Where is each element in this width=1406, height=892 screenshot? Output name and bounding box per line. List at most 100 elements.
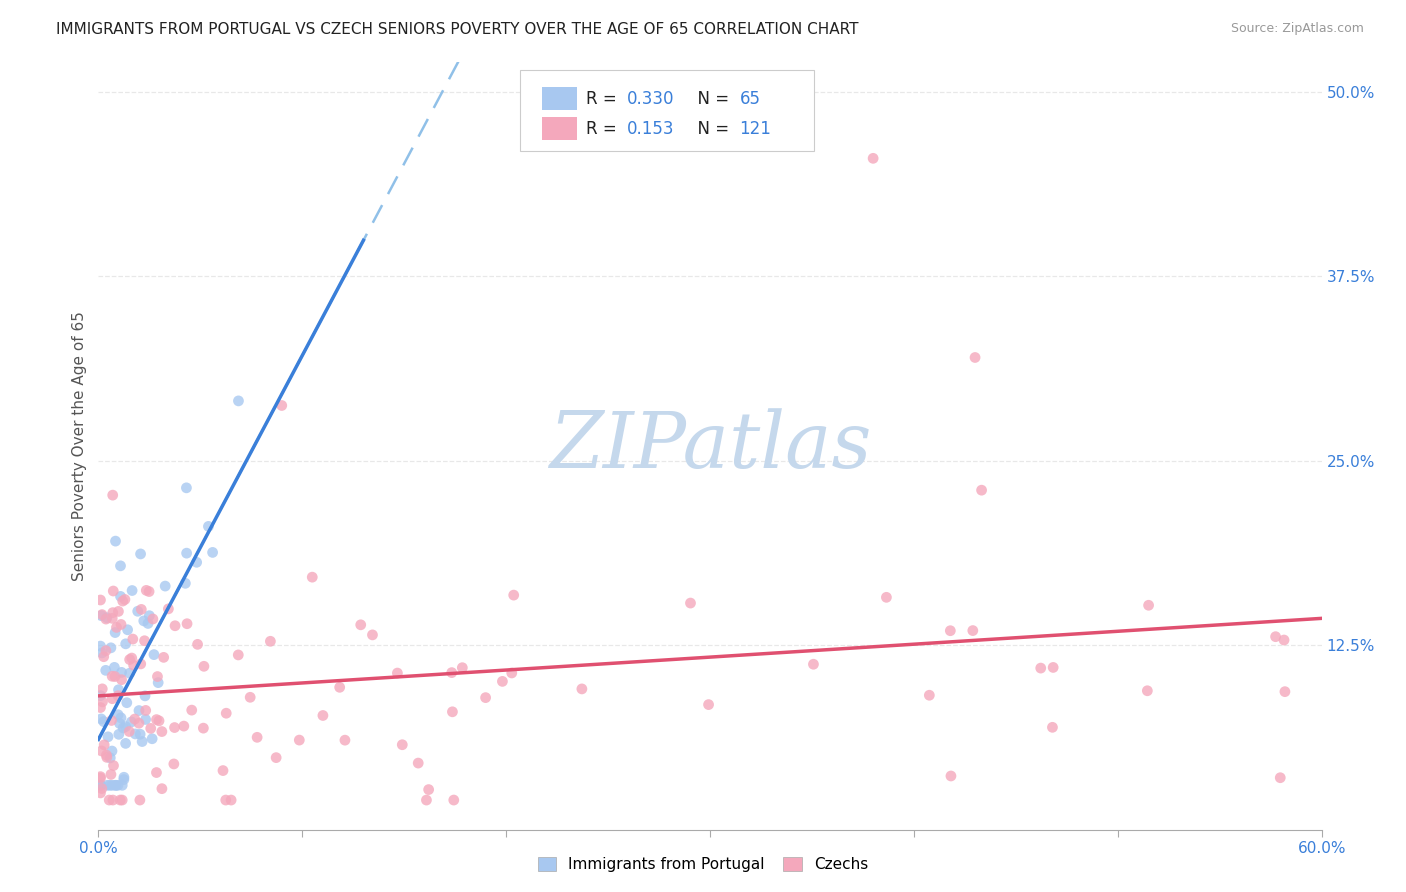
Point — [103, 758, 125, 772]
Point — [176, 481, 198, 495]
Point — [111, 793, 134, 807]
Text: N =: N = — [686, 120, 734, 137]
Point — [1042, 720, 1064, 734]
Point — [443, 793, 465, 807]
Point — [1137, 599, 1160, 613]
Point — [174, 576, 197, 591]
Point — [312, 708, 335, 723]
Point — [288, 733, 311, 747]
Text: 0.330: 0.330 — [627, 90, 675, 108]
Point — [264, 750, 287, 764]
Point — [101, 778, 124, 792]
Point — [201, 545, 224, 559]
Point — [96, 750, 118, 764]
Point — [131, 602, 153, 616]
Point — [142, 612, 165, 626]
Point — [215, 793, 238, 807]
Point — [101, 488, 124, 502]
Point — [491, 674, 513, 689]
Point — [226, 648, 249, 662]
Point — [120, 714, 142, 729]
Point — [187, 637, 209, 651]
Point — [391, 738, 413, 752]
Point — [97, 730, 120, 744]
Point — [93, 649, 115, 664]
Point — [939, 624, 962, 638]
Point — [803, 657, 825, 672]
Point — [96, 747, 118, 762]
Point — [93, 714, 115, 729]
Point — [970, 483, 993, 498]
Point — [100, 767, 122, 781]
Point — [502, 588, 524, 602]
Point — [114, 720, 136, 734]
Point — [135, 703, 157, 717]
Point — [107, 707, 129, 722]
Point — [110, 617, 132, 632]
Point — [301, 570, 323, 584]
Point — [89, 786, 111, 800]
Point — [1274, 684, 1296, 698]
Point — [1029, 661, 1052, 675]
Point — [145, 765, 167, 780]
Point — [90, 778, 112, 792]
Point — [101, 793, 124, 807]
Point — [259, 634, 281, 648]
Point — [121, 583, 143, 598]
Point — [108, 793, 131, 807]
Point — [89, 593, 111, 607]
Point — [165, 619, 187, 633]
Point — [1042, 660, 1064, 674]
Point — [90, 608, 112, 623]
Point — [131, 734, 153, 748]
FancyBboxPatch shape — [520, 70, 814, 151]
Point — [128, 793, 150, 807]
Point — [110, 673, 132, 687]
Point — [98, 751, 121, 765]
Point — [118, 666, 141, 681]
Point — [121, 632, 143, 646]
Point — [215, 706, 238, 721]
Point — [91, 646, 114, 660]
Point — [101, 744, 124, 758]
Point — [193, 659, 215, 673]
Point — [157, 602, 180, 616]
Point — [146, 669, 169, 683]
Point — [111, 594, 134, 608]
Point — [108, 716, 131, 731]
Y-axis label: Seniors Poverty Over the Age of 65: Seniors Poverty Over the Age of 65 — [72, 311, 87, 581]
Point — [117, 623, 139, 637]
Point — [965, 351, 987, 365]
Legend: Immigrants from Portugal, Czechs: Immigrants from Portugal, Czechs — [530, 849, 876, 880]
Point — [129, 547, 152, 561]
Point — [350, 617, 373, 632]
Point — [150, 781, 173, 796]
Point — [101, 606, 124, 620]
Point — [697, 698, 720, 712]
Point — [104, 778, 127, 792]
Point — [105, 620, 128, 634]
Point — [104, 669, 127, 683]
Point — [89, 700, 111, 714]
Point — [1264, 630, 1286, 644]
Point — [1272, 633, 1295, 648]
Bar — [543, 87, 576, 110]
Point — [145, 713, 167, 727]
Point — [962, 624, 984, 638]
Point — [98, 793, 121, 807]
Point — [100, 640, 122, 655]
Point — [124, 727, 146, 741]
Point — [246, 731, 269, 745]
Point — [91, 681, 114, 696]
Text: IMMIGRANTS FROM PORTUGAL VS CZECH SENIORS POVERTY OVER THE AGE OF 65 CORRELATION: IMMIGRANTS FROM PORTUGAL VS CZECH SENIOR… — [56, 22, 859, 37]
Point — [104, 534, 127, 549]
Point — [239, 690, 262, 705]
Point — [186, 555, 208, 569]
Point — [270, 399, 292, 413]
Point — [134, 633, 156, 648]
Point — [112, 772, 135, 787]
Point — [103, 584, 125, 599]
Point — [90, 781, 112, 796]
Point — [148, 714, 170, 728]
Point — [128, 716, 150, 731]
